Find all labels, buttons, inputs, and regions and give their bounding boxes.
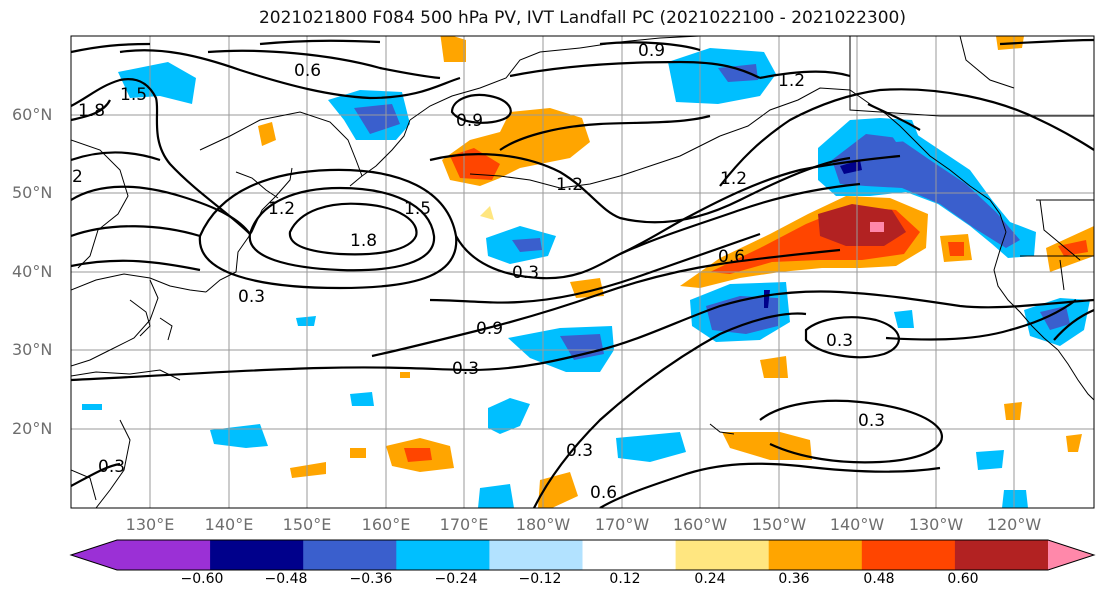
colorbar-tick-label: 0.12 <box>609 571 641 587</box>
colorbar-tick-label: −0.36 <box>349 571 393 587</box>
contour-label: 1.5 <box>120 85 147 105</box>
contour-label: 0.3 <box>452 359 479 379</box>
contour-label: 0.6 <box>718 247 745 267</box>
contour-label: 0.3 <box>858 411 885 431</box>
contour-label: 0.9 <box>638 41 665 61</box>
contour-label: 0.6 <box>590 483 617 503</box>
contour-label: 0.3 <box>238 287 265 307</box>
contour-label: 0.3 <box>98 457 125 477</box>
map-title: 2021021800 F084 500 hPa PV, IVT Landfall… <box>258 8 906 28</box>
colorbar-tick-label: −0.12 <box>518 571 562 587</box>
contour-label: 1.2 <box>778 71 805 91</box>
lon-label: 160°W <box>672 515 728 534</box>
contour-label: 1.8 <box>78 101 105 121</box>
contour-label-group: 0.9 1.2 0.6 1.5 1.8 0.9 1.2 1.2 1.8 1.5 … <box>72 41 885 503</box>
lat-label: 30°N <box>12 340 53 359</box>
lon-label: 160°E <box>361 515 411 534</box>
colorbar-tick-label: 0.36 <box>778 571 810 587</box>
lat-label: 20°N <box>12 419 53 438</box>
colorbar-tick-label: −0.48 <box>264 571 308 587</box>
colorbar-tick-label: −0.60 <box>180 571 224 587</box>
contour-label: 1.8 <box>350 231 377 251</box>
lon-label: 170°E <box>439 515 489 534</box>
colorbar-tick-label: −0.24 <box>434 571 478 587</box>
lon-label: 150°W <box>751 515 807 534</box>
lon-label: 140°W <box>829 515 885 534</box>
shading-west-pacific-blue <box>118 62 196 104</box>
graticule <box>71 36 1094 508</box>
contour-label: 0.3 <box>566 441 593 461</box>
contour-label: 1.2 <box>268 199 295 219</box>
lat-label: 40°N <box>12 262 53 281</box>
map-plot-area: 0.9 1.2 0.6 1.5 1.8 0.9 1.2 1.2 1.8 1.5 … <box>71 36 1094 508</box>
contour-label: 0.6 <box>294 61 321 81</box>
contour-label: 1.5 <box>404 199 431 219</box>
coastlines <box>71 36 1094 508</box>
contour-label: 2 <box>72 167 83 187</box>
contour-label: 0.9 <box>476 319 503 339</box>
lat-label: 50°N <box>12 183 53 202</box>
colorbar-tick-label: 0.48 <box>863 571 895 587</box>
map-frame <box>70 35 1095 509</box>
contour-label: 0.3 <box>512 263 539 283</box>
lat-label: 60°N <box>12 105 53 124</box>
contour-label: 1.2 <box>720 169 747 189</box>
contour-label: 1.2 <box>556 175 583 195</box>
lon-label: 130°W <box>908 515 964 534</box>
lon-label: 150°E <box>282 515 332 534</box>
lon-label: 130°E <box>125 515 175 534</box>
lon-label: 170°W <box>594 515 650 534</box>
shaded-anomalies <box>82 36 1094 508</box>
lon-label: 180°W <box>515 515 571 534</box>
pv-contours <box>71 38 1094 508</box>
contour-label: 0.3 <box>826 331 853 351</box>
lon-label: 120°W <box>986 515 1042 534</box>
colorbar-tick-label: 0.24 <box>694 571 726 587</box>
colorbar-tick-label: 0.60 <box>947 571 979 587</box>
contour-label: 0.9 <box>456 111 483 131</box>
lon-label: 140°E <box>204 515 254 534</box>
contour-high-pv-core <box>288 202 418 256</box>
